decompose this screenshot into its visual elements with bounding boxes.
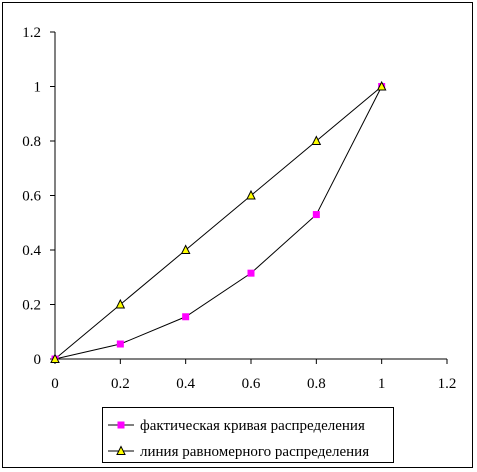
- legend-box: [102, 407, 394, 463]
- y-tick-label: 0.6: [22, 189, 41, 205]
- data-point-square: [116, 340, 124, 348]
- data-point-triangle: [116, 445, 126, 455]
- y-tick-label: 0.4: [22, 243, 41, 259]
- series-lines: [54, 86, 383, 360]
- y-tick-label: 0.8: [22, 134, 41, 150]
- x-tick-label: 1: [378, 376, 386, 392]
- series-markers: [50, 80, 387, 363]
- data-point-triangle: [180, 244, 191, 254]
- x-tick-label: 0.2: [111, 376, 130, 392]
- x-tick-label: 0.4: [176, 376, 195, 392]
- series-line-2: [54, 86, 382, 360]
- tick-labels: 0 0.2 0.4 0.6 0.8 1 1.2 0 0.2 0.4 0.6 0.8 1 1.2: [22, 25, 456, 392]
- data-point-triangle: [50, 353, 60, 363]
- data-point-triangle: [376, 80, 387, 91]
- x-tick-label: 0.8: [307, 376, 326, 392]
- legend: фактическая кривая распределения линия ра…: [102, 407, 394, 463]
- x-tick-label: 0: [51, 376, 59, 392]
- y-tick-label: 0.2: [22, 298, 41, 314]
- x-tick-label: 0.6: [242, 376, 261, 392]
- data-point-triangle: [311, 135, 322, 145]
- data-point-triangle: [115, 298, 126, 309]
- y-tick-label: 1.2: [22, 25, 41, 41]
- series-line-1: [54, 86, 383, 360]
- data-point-triangle: [246, 189, 256, 200]
- legend-label: линия равномерного распределения: [140, 444, 369, 460]
- y-tick-label: 0: [34, 352, 42, 368]
- y-tick-label: 1: [34, 80, 42, 96]
- data-point-square: [117, 421, 125, 429]
- legend-label: фактическая кривая распределения: [140, 418, 365, 434]
- data-point-square: [312, 211, 320, 219]
- chart-frame: [2, 2, 473, 468]
- data-point-square: [182, 313, 190, 321]
- x-tick-label: 1.2: [438, 376, 457, 392]
- data-point-square: [247, 269, 255, 277]
